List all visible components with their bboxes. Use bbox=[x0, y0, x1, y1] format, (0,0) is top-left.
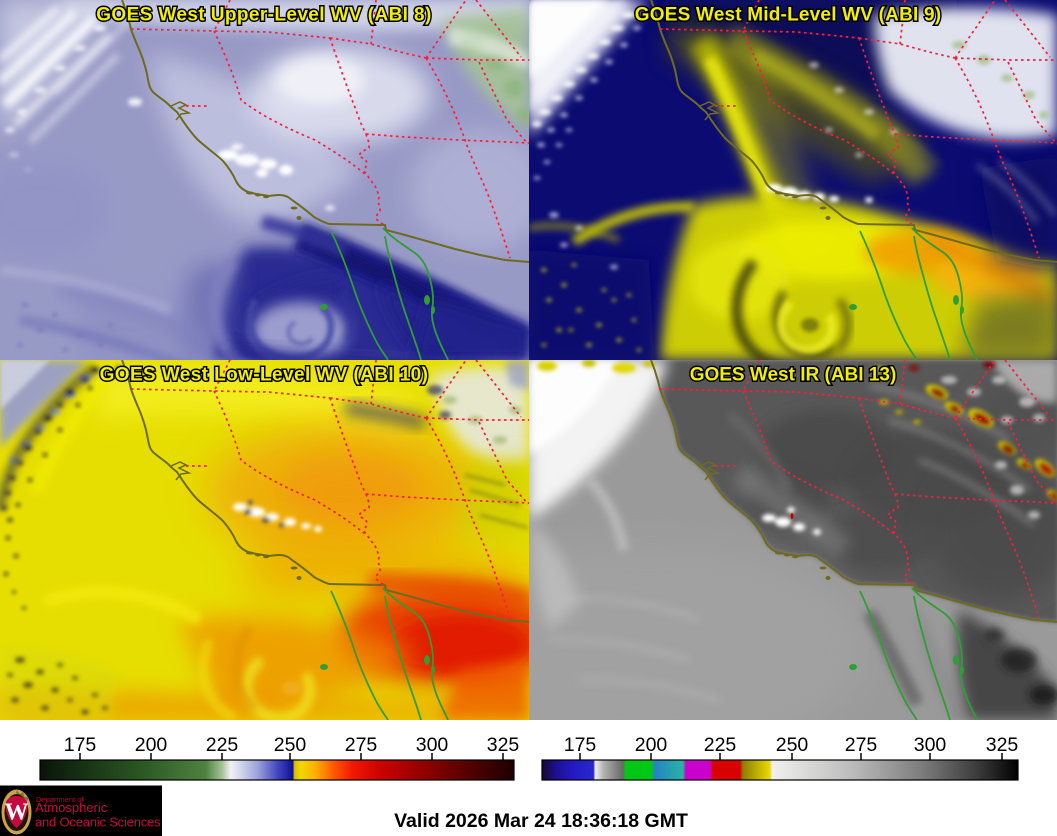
svg-text:275: 275 bbox=[845, 734, 878, 756]
svg-text:325: 325 bbox=[986, 734, 1019, 756]
svg-text:175: 175 bbox=[64, 734, 97, 756]
svg-text:250: 250 bbox=[274, 734, 307, 756]
svg-text:275: 275 bbox=[345, 734, 378, 756]
svg-text:GOES West Upper-Level WV (ABI: GOES West Upper-Level WV (ABI 8) bbox=[96, 5, 432, 26]
svg-text:300: 300 bbox=[416, 734, 449, 756]
svg-text:225: 225 bbox=[704, 734, 737, 756]
svg-text:325: 325 bbox=[487, 734, 520, 756]
svg-text:Valid 2026 Mar 24 18:36:18 GMT: Valid 2026 Mar 24 18:36:18 GMT bbox=[394, 810, 688, 832]
svg-text:250: 250 bbox=[776, 734, 809, 756]
svg-text:225: 225 bbox=[206, 734, 239, 756]
svg-text:Department of: Department of bbox=[36, 795, 84, 804]
svg-text:W: W bbox=[5, 800, 29, 826]
svg-text:300: 300 bbox=[914, 734, 947, 756]
svg-text:GOES West Low-Level WV (ABI 10: GOES West Low-Level WV (ABI 10) bbox=[100, 365, 429, 386]
svg-text:175: 175 bbox=[564, 734, 597, 756]
svg-text:200: 200 bbox=[635, 734, 668, 756]
svg-text:GOES West Mid-Level WV (ABI 9): GOES West Mid-Level WV (ABI 9) bbox=[635, 5, 942, 26]
svg-text:GOES West IR (ABI 13): GOES West IR (ABI 13) bbox=[690, 365, 897, 386]
svg-text:200: 200 bbox=[135, 734, 168, 756]
svg-text:and Oceanic Sciences: and Oceanic Sciences bbox=[35, 815, 161, 830]
svg-text:Atmospheric: Atmospheric bbox=[35, 800, 108, 815]
